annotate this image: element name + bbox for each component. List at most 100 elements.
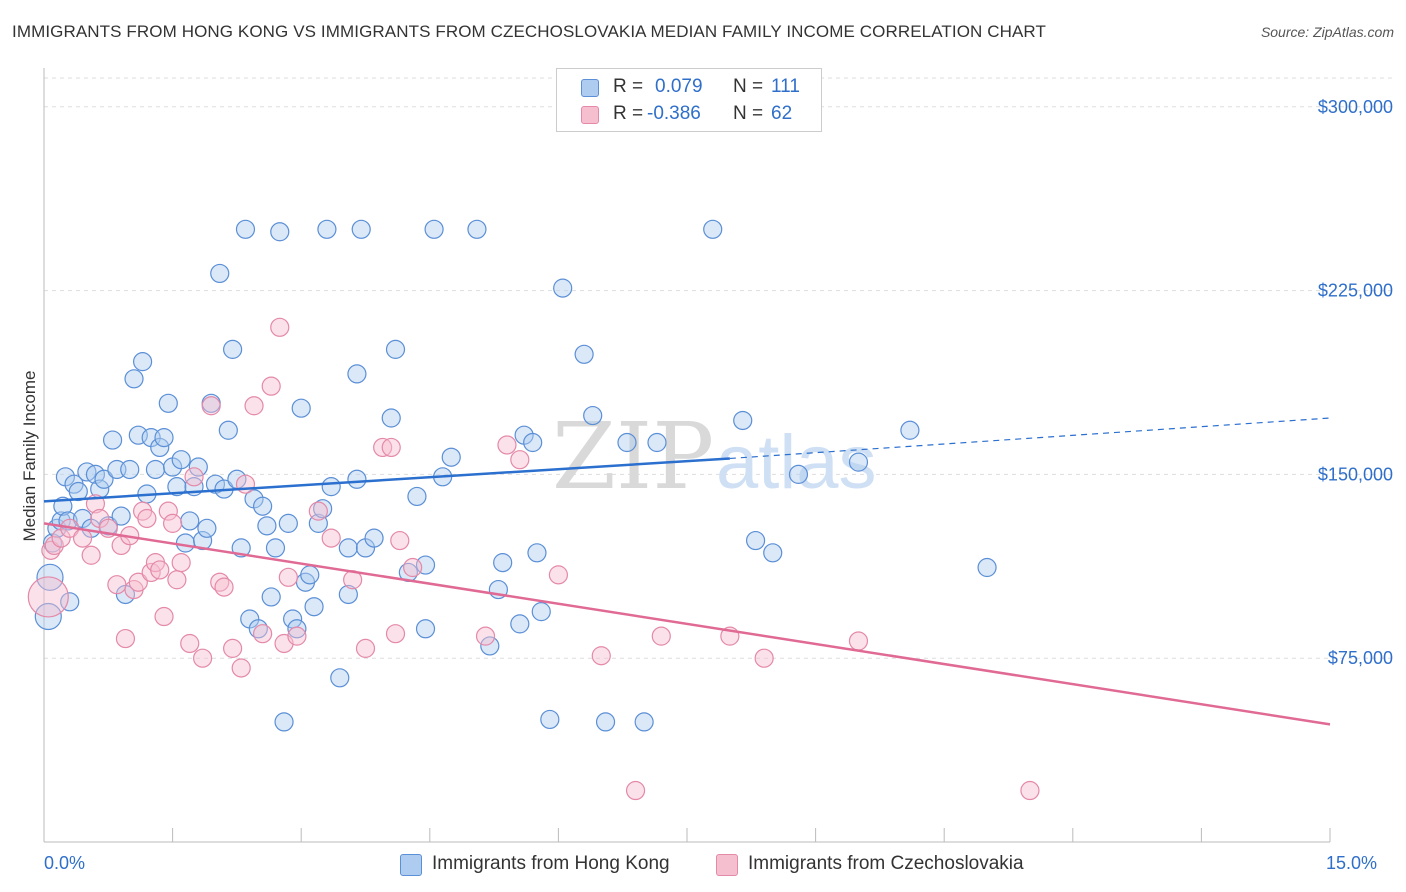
hong-kong-point-59 bbox=[278, 513, 298, 533]
hong-kong-point-105 bbox=[733, 410, 753, 431]
hong-kong-point-8 bbox=[60, 592, 80, 612]
series-legend: Immigrants from Hong Kong Immigrants fro… bbox=[0, 852, 1406, 878]
hong-kong-point-111 bbox=[977, 557, 997, 578]
hong-kong-point-29 bbox=[150, 437, 170, 458]
hong-kong-point-55 bbox=[261, 587, 281, 607]
czechoslovakia-point-24 bbox=[167, 570, 187, 590]
czechoslovakia-point-26 bbox=[180, 633, 200, 654]
hong-kong-point-56 bbox=[265, 538, 286, 558]
czechoslovakia-point-48 bbox=[385, 624, 406, 644]
hong-kong-point-20 bbox=[111, 506, 131, 526]
czechoslovakia-point-12 bbox=[115, 628, 136, 649]
hong-kong-point-99 bbox=[583, 405, 603, 426]
legend-label-czechoslovakia: Immigrants from Czechoslovakia bbox=[748, 853, 1024, 874]
czechoslovakia-point-43 bbox=[321, 528, 341, 548]
czechoslovakia-point-41 bbox=[287, 626, 307, 646]
hong-kong-point-22 bbox=[120, 459, 140, 480]
czechoslovakia-point-31 bbox=[214, 577, 234, 597]
hong-kong-point-62 bbox=[291, 398, 311, 418]
czechoslovakia-point-28 bbox=[193, 648, 213, 668]
hong-kong-point-39 bbox=[193, 530, 213, 551]
hong-kong-point-101 bbox=[617, 432, 637, 453]
hong-kong-point-49 bbox=[235, 219, 256, 239]
hong-kong-point-35 bbox=[175, 533, 196, 553]
hong-kong-point-110 bbox=[900, 420, 920, 440]
hong-kong-point-77 bbox=[364, 528, 384, 548]
legend-swatch-czechoslovakia bbox=[716, 854, 738, 876]
czechoslovakia-point-53 bbox=[510, 450, 530, 470]
czechoslovakia-point-22 bbox=[158, 501, 178, 521]
hong-kong-point-34 bbox=[171, 450, 191, 470]
hong-kong-point-73 bbox=[347, 469, 367, 489]
x-tick-label-min: 0.0% bbox=[44, 853, 86, 873]
hong-kong-point-25 bbox=[132, 352, 153, 372]
hong-kong-point-68 bbox=[317, 219, 337, 239]
hong-kong-point-87 bbox=[467, 219, 487, 239]
czechoslovakia-point-59 bbox=[848, 631, 869, 651]
czechoslovakia-point-23 bbox=[163, 513, 183, 533]
r-value: 0.079 bbox=[655, 76, 703, 97]
hong-kong-point-97 bbox=[553, 278, 573, 298]
czechoslovakia-point-27 bbox=[184, 467, 204, 487]
hong-kong-point-5 bbox=[53, 496, 73, 516]
czechoslovakia-point-38 bbox=[270, 317, 290, 337]
axes bbox=[43, 68, 1331, 843]
czechoslovakia-point-42 bbox=[308, 501, 328, 521]
hong-kong-point-36 bbox=[180, 511, 200, 531]
hong-kong-point-43 bbox=[210, 263, 230, 284]
hong-kong-point-90 bbox=[493, 553, 513, 573]
hong-kong-point-95 bbox=[531, 602, 551, 622]
hong-kong-point-69 bbox=[321, 477, 341, 497]
czechoslovakia-point-32 bbox=[223, 638, 243, 658]
n-label: N = bbox=[733, 103, 764, 124]
czechoslovakia-point-25 bbox=[171, 553, 191, 573]
czechoslovakia-point-60 bbox=[625, 780, 646, 801]
hong-kong-point-58 bbox=[274, 712, 294, 732]
hong-kong-point-33 bbox=[167, 477, 187, 497]
czechoslovakia-point-49 bbox=[390, 530, 410, 551]
hong-kong-point-65 bbox=[304, 597, 324, 617]
y-tick-label-1: $150,000 bbox=[1318, 464, 1393, 484]
czechoslovakia-point-34 bbox=[235, 474, 256, 494]
hong-kong-point-94 bbox=[527, 543, 547, 563]
czechoslovakia-point-58 bbox=[754, 648, 774, 668]
czechoslovakia-point-56 bbox=[651, 626, 671, 646]
hong-kong-point-40 bbox=[197, 518, 217, 538]
hong-kong-point-103 bbox=[647, 432, 667, 453]
czechoslovakia-point-35 bbox=[244, 396, 264, 416]
hong-kong-point-79 bbox=[385, 339, 406, 359]
hong-kong-point-64 bbox=[300, 565, 320, 585]
czechoslovakia-point-51 bbox=[475, 626, 496, 646]
hong-kong-point-31 bbox=[158, 393, 178, 413]
n-label: N = bbox=[733, 76, 764, 97]
y-tick-label-0: $75,000 bbox=[1328, 648, 1393, 668]
hong-kong-point-104 bbox=[703, 219, 723, 239]
hong-kong-point-16 bbox=[94, 469, 114, 489]
hong-kong-point-96 bbox=[540, 709, 560, 730]
czechoslovakia-point-36 bbox=[253, 624, 273, 644]
hong-kong-point-88 bbox=[480, 636, 500, 656]
trend-lines bbox=[43, 417, 1331, 726]
hong-kong-point-28 bbox=[145, 459, 166, 480]
hong-kong-point-46 bbox=[223, 339, 243, 359]
hong-kong-point-75 bbox=[351, 219, 371, 239]
hong-kong-point-74 bbox=[347, 364, 367, 384]
stats-legend: R = 0.079 N = 111 R = -0.386 N = 62 bbox=[556, 68, 822, 132]
y-axis-label: Median Family Income bbox=[20, 370, 39, 542]
hong-kong-point-18 bbox=[102, 430, 123, 450]
czechoslovakia-point-50 bbox=[403, 557, 423, 578]
hong-kong-point-93 bbox=[523, 432, 543, 453]
hong-kong-point-83 bbox=[415, 619, 436, 639]
hong-kong-point-78 bbox=[381, 408, 401, 428]
swatch-hong-kong bbox=[581, 79, 599, 97]
czechoslovakia-point-33 bbox=[231, 658, 251, 678]
hong-kong-point-71 bbox=[338, 538, 358, 558]
hong-kong-point-38 bbox=[188, 457, 208, 477]
hong-kong-point-107 bbox=[763, 543, 783, 563]
hong-kong-point-45 bbox=[218, 420, 238, 440]
n-value: 62 bbox=[771, 103, 793, 124]
hong-kong-point-10 bbox=[68, 481, 88, 502]
czechoslovakia-point-37 bbox=[261, 376, 281, 396]
series-hong-kong-points bbox=[34, 219, 997, 732]
trend-line-hong-kong bbox=[43, 457, 730, 503]
